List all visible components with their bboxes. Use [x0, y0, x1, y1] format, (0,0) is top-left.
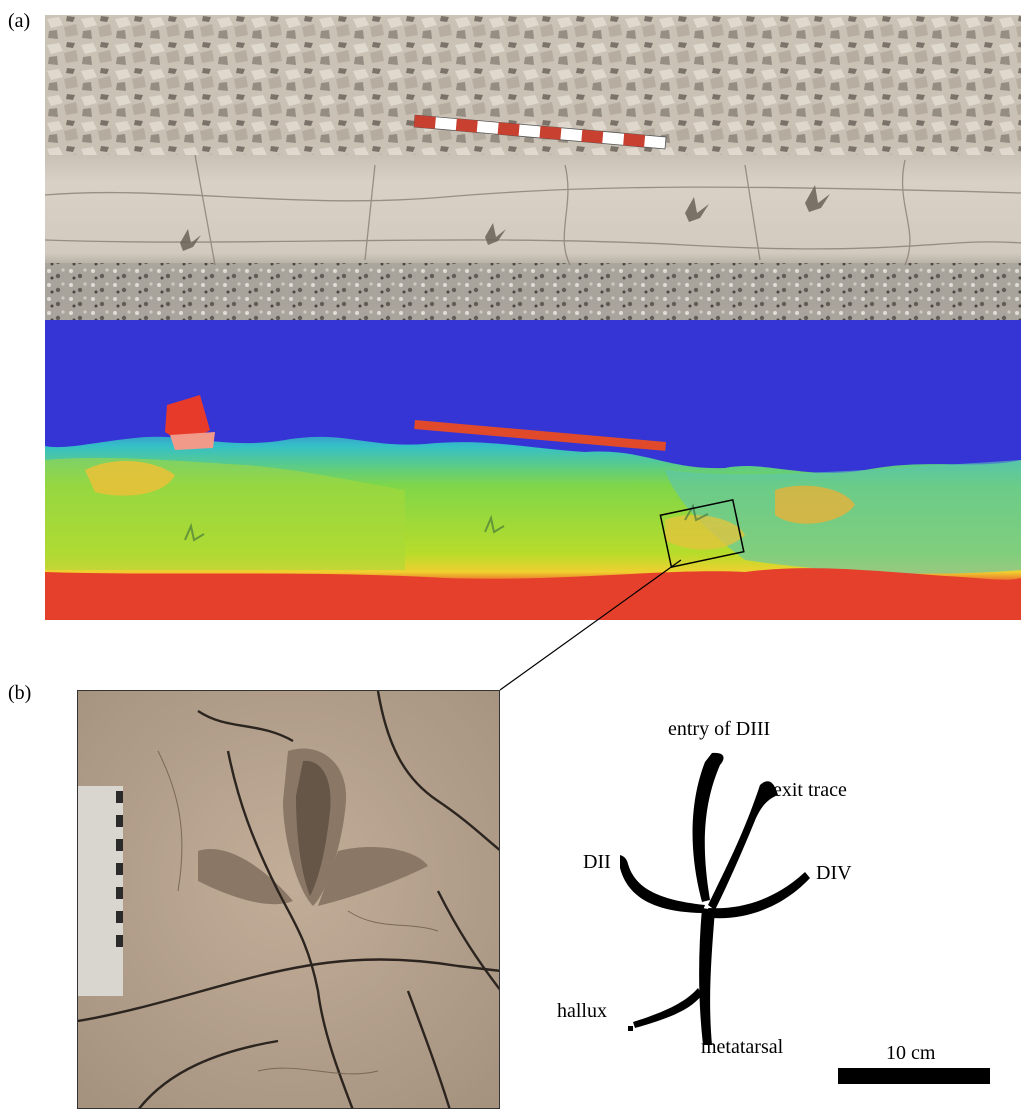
- scale-bar-label: 10 cm: [886, 1042, 936, 1064]
- footprint-closeup-photograph: [77, 690, 500, 1109]
- label-exit-trace: exit trace: [773, 779, 847, 801]
- label-metatarsal: metatarsal: [701, 1036, 784, 1058]
- outcrop-photograph: [45, 15, 1021, 320]
- footprint-interpretive-drawing: [620, 752, 810, 1045]
- hallux-tip-mark: [628, 1026, 633, 1031]
- panel-b-label: (b): [8, 682, 32, 704]
- label-entry-of-diii: entry of DIII: [668, 718, 771, 740]
- digit-iv-trace: [708, 872, 810, 919]
- label-dii: DII: [583, 851, 611, 873]
- metatarsal-trace: [699, 908, 715, 1045]
- panel-a-label: (a): [8, 10, 31, 32]
- scale-bar: [838, 1068, 990, 1084]
- label-div: DIV: [816, 862, 852, 884]
- depth-map: [45, 320, 1021, 620]
- hallux-trace: [633, 988, 702, 1028]
- label-hallux: hallux: [557, 1000, 607, 1022]
- diii-entry-trace: [692, 752, 724, 902]
- digit-ii-trace: [620, 855, 705, 913]
- exit-trace: [708, 781, 778, 910]
